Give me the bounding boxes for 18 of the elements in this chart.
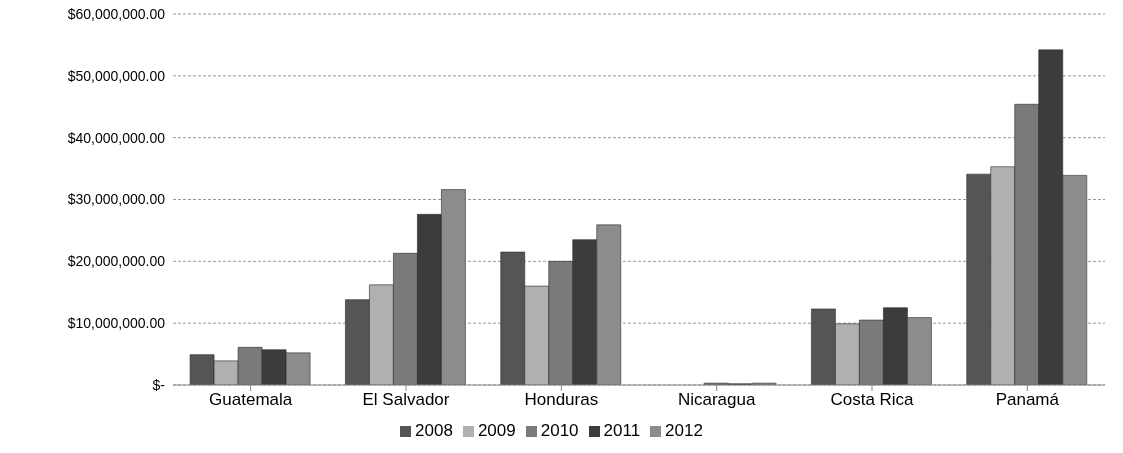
legend-label: 2011: [603, 421, 641, 440]
y-tick-label: $10,000,000.00: [67, 315, 166, 332]
x-tick-label: Costa Rica: [830, 390, 915, 410]
y-tick-label: $40,000,000.00: [67, 129, 166, 146]
legend-label: 2008: [415, 421, 453, 440]
x-tick-label: Panamá: [995, 390, 1060, 410]
legend-label: 2009: [477, 421, 516, 440]
x-tick-label: Honduras: [524, 390, 599, 410]
x-tick-label: El Salvador: [362, 390, 450, 410]
y-tick-label: $-: [152, 376, 166, 393]
y-tick-label: $30,000,000.00: [67, 191, 166, 208]
y-tick-label: $20,000,000.00: [67, 253, 166, 270]
legend-label: 2010: [540, 421, 579, 440]
legend-label: 2012: [665, 421, 703, 440]
y-tick-label: $50,000,000.00: [67, 67, 166, 84]
x-tick-label: Guatemala: [209, 390, 293, 410]
y-tick-label: $60,000,000.00: [67, 5, 166, 22]
x-tick-label: Nicaragua: [677, 390, 756, 410]
